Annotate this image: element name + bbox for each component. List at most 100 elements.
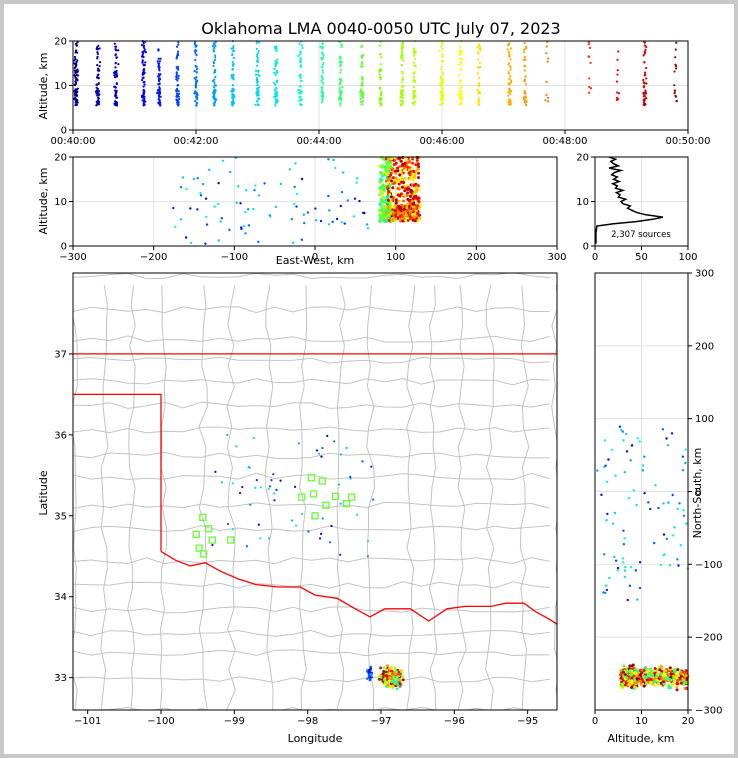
x-tick-label: 10: [635, 716, 648, 727]
x-tick-label: −96: [444, 716, 465, 727]
source-point: [384, 167, 388, 171]
source-point: [633, 668, 637, 672]
source-point: [339, 553, 342, 556]
source-point: [380, 163, 384, 167]
source-point: [397, 204, 401, 208]
source-point: [645, 678, 649, 682]
source-point: [523, 58, 526, 61]
source-point: [403, 189, 407, 193]
source-point: [413, 101, 416, 104]
source-point: [605, 480, 609, 484]
source-point: [179, 186, 183, 189]
source-point: [212, 61, 216, 65]
source-point: [671, 493, 674, 497]
source-point: [378, 70, 381, 74]
source-point: [587, 91, 591, 94]
source-point: [274, 73, 277, 77]
source-point: [408, 160, 412, 164]
source-point: [359, 90, 363, 93]
source-point: [321, 45, 324, 49]
source-point: [339, 61, 342, 65]
source-point: [392, 216, 396, 220]
source-point: [307, 530, 310, 533]
source-point: [620, 428, 623, 432]
source-point: [478, 91, 481, 94]
source-point: [298, 74, 301, 77]
source-point: [214, 470, 217, 473]
source-point: [384, 219, 388, 223]
source-point: [652, 677, 656, 681]
source-point: [339, 502, 342, 505]
source-point: [276, 101, 279, 104]
source-point: [385, 160, 389, 164]
source-point: [158, 90, 161, 93]
source-point: [216, 202, 220, 206]
source-point: [212, 95, 215, 99]
source-point: [668, 666, 672, 670]
source-point: [321, 71, 324, 74]
source-point: [95, 90, 98, 93]
source-point: [381, 190, 385, 194]
source-point: [391, 176, 395, 180]
lma-station-marker: [307, 474, 315, 482]
source-point: [643, 52, 646, 55]
source-point: [401, 72, 404, 75]
source-point: [319, 219, 323, 223]
source-point: [401, 53, 404, 56]
source-point: [412, 75, 415, 79]
source-point: [297, 442, 300, 445]
source-point: [95, 86, 98, 89]
county-line: [198, 285, 208, 710]
source-point: [293, 202, 296, 206]
source-point: [300, 44, 303, 47]
source-point: [661, 428, 665, 431]
source-point: [507, 50, 511, 53]
y-tick-label: 20: [54, 37, 67, 48]
source-point: [175, 92, 179, 95]
source-point: [392, 163, 396, 167]
source-point: [291, 519, 294, 522]
county-line: [73, 356, 550, 364]
source-point: [298, 95, 301, 99]
source-point: [255, 92, 259, 95]
source-point: [274, 104, 277, 107]
source-point: [158, 60, 161, 63]
source-point: [378, 86, 382, 89]
source-point: [300, 238, 304, 241]
county-line: [265, 285, 274, 710]
source-point: [412, 72, 416, 75]
source-point: [275, 80, 279, 83]
source-point: [230, 47, 233, 50]
source-point: [459, 80, 462, 83]
source-point: [508, 42, 511, 45]
source-point: [617, 92, 621, 95]
source-point: [205, 223, 209, 226]
x-tick-label: 100: [386, 252, 405, 263]
source-point: [675, 685, 679, 689]
source-point: [295, 192, 298, 196]
source-point: [321, 66, 324, 69]
source-point: [299, 56, 302, 60]
source-point: [413, 48, 416, 52]
source-point: [404, 213, 408, 217]
source-point: [403, 186, 407, 190]
source-point: [276, 71, 279, 74]
source-point: [620, 686, 624, 690]
source-point: [217, 181, 220, 185]
source-point: [397, 180, 401, 184]
east-west-sources: [172, 155, 422, 245]
source-point: [245, 545, 249, 548]
source-point: [299, 92, 302, 95]
source-point: [361, 103, 364, 106]
source-point: [416, 211, 420, 215]
source-point: [157, 49, 160, 52]
source-point: [381, 204, 385, 208]
y-tick-label: 0: [61, 126, 67, 137]
source-point: [588, 46, 592, 49]
x-tick-label: 0: [592, 716, 598, 727]
source-point: [411, 197, 415, 201]
source-point: [214, 41, 217, 44]
source-point: [508, 77, 511, 80]
source-point: [625, 450, 629, 453]
source-point: [385, 185, 389, 189]
